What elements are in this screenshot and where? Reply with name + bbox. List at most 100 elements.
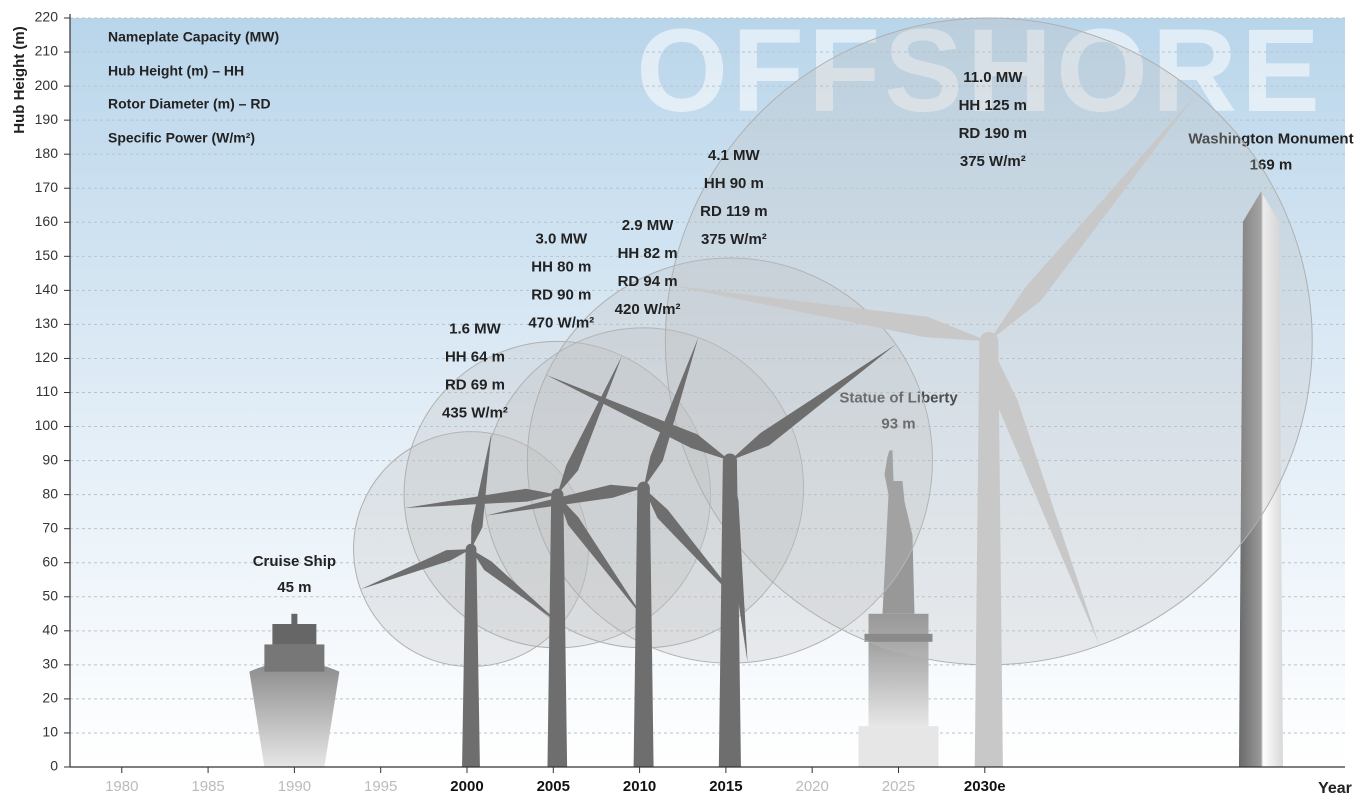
x-tick-label: 2005: [537, 778, 570, 795]
turbine-label: HH 125 m: [959, 97, 1027, 114]
turbine-label: 2.9 MW: [622, 217, 675, 234]
ship-deck: [272, 624, 317, 645]
blade: [470, 433, 492, 550]
y-tick-label: 120: [35, 349, 59, 365]
tower: [462, 549, 480, 767]
y-tick-label: 80: [42, 485, 58, 501]
y-tick-label: 210: [35, 43, 59, 59]
x-axis-title: Year: [1318, 780, 1352, 797]
y-tick-label: 50: [42, 587, 58, 603]
turbine-label: 470 W/m²: [528, 314, 594, 331]
turbine-label: 11.0 MW: [963, 69, 1023, 86]
pedestal: [868, 613, 929, 727]
landmark: [1238, 191, 1283, 767]
tower: [547, 494, 568, 767]
turbine-label: 4.1 MW: [708, 147, 761, 164]
x-tick-label: 2030e: [964, 778, 1006, 795]
y-tick-label: 190: [35, 111, 59, 127]
blade: [643, 487, 747, 611]
blade: [643, 337, 699, 488]
turbine-label: 1.6 MW: [449, 321, 502, 338]
turbine-label: RD 94 m: [618, 273, 678, 290]
y-tick-label: 60: [42, 553, 58, 569]
hub: [465, 543, 477, 555]
ship-deck: [264, 644, 325, 672]
watermark: OFFSHORE: [636, 5, 1324, 137]
landmark-height: 169 m: [1250, 157, 1293, 174]
blade: [360, 549, 471, 590]
x-tick-label: 2015: [709, 778, 742, 795]
pedestal: [858, 726, 939, 767]
landmark: [858, 450, 939, 767]
ship-mast: [291, 613, 298, 631]
tower: [633, 487, 654, 767]
blade: [486, 484, 644, 516]
y-tick-label: 110: [36, 383, 59, 399]
blade: [557, 355, 623, 495]
turbine-label: 375 W/m²: [701, 231, 767, 248]
landmark-name: Statue of Liberty: [839, 389, 958, 406]
y-tick-label: 220: [35, 9, 59, 25]
blade: [988, 93, 1197, 342]
blade: [723, 460, 748, 663]
y-tick-label: 200: [35, 77, 59, 93]
y-axis-title: Hub Height (m): [11, 26, 28, 133]
blade: [557, 494, 646, 621]
tower: [974, 341, 1003, 767]
y-tick-label: 90: [42, 451, 58, 467]
turbine-label: 420 W/m²: [615, 301, 681, 318]
y-tick-label: 160: [35, 213, 59, 229]
y-tick-label: 30: [42, 656, 58, 672]
x-tick-label: 1985: [191, 778, 224, 795]
blade: [670, 285, 989, 342]
landmark-height: 45 m: [277, 579, 311, 596]
legend-item: Nameplate Capacity (MW): [108, 29, 279, 45]
y-tick-label: 10: [42, 724, 58, 740]
turbine-label: RD 190 m: [959, 125, 1027, 142]
turbine-label: 3.0 MW: [535, 230, 588, 247]
hub: [722, 453, 737, 468]
x-tick-label: 2020: [796, 778, 829, 795]
blade: [404, 488, 558, 508]
y-tick-label: 100: [35, 417, 59, 433]
legend-item: Rotor Diameter (m) – RD: [108, 96, 271, 112]
y-tick-label: 170: [35, 179, 59, 195]
statue-figure: [882, 450, 915, 614]
x-tick-label: 1990: [278, 778, 311, 795]
ship-hull: [249, 661, 340, 767]
blade: [729, 344, 896, 461]
y-tick-label: 130: [35, 315, 59, 331]
blade: [546, 374, 730, 461]
landmark-name: Cruise Ship: [253, 553, 336, 570]
turbine-label: RD 69 m: [445, 377, 505, 394]
hub: [637, 481, 650, 495]
y-tick-label: 70: [42, 519, 58, 535]
landmark: [249, 613, 340, 767]
x-tick-label: 2010: [623, 778, 656, 795]
blade: [470, 549, 561, 625]
blade: [988, 341, 1100, 646]
turbine-label: HH 90 m: [704, 175, 764, 192]
x-tick-label: 1980: [105, 778, 138, 795]
x-tick-label: 2025: [882, 778, 915, 795]
x-tick-label: 2000: [450, 778, 483, 795]
turbine-label: RD 90 m: [531, 286, 591, 303]
hub: [979, 331, 999, 351]
y-tick-label: 150: [35, 247, 59, 263]
y-tick-label: 40: [42, 622, 58, 638]
turbine-label: HH 80 m: [531, 258, 591, 275]
y-tick-label: 0: [50, 758, 58, 774]
landmark-height: 93 m: [881, 415, 915, 432]
turbine-label: HH 82 m: [618, 245, 678, 262]
landmark-name: Washington Monument: [1188, 131, 1353, 148]
legend-item: Hub Height (m) – HH: [108, 63, 244, 79]
turbine-label: 435 W/m²: [442, 405, 508, 422]
x-tick-label: 1995: [364, 778, 397, 795]
y-tick-label: 180: [35, 145, 59, 161]
y-tick-label: 20: [42, 690, 58, 706]
y-tick-label: 140: [35, 281, 59, 297]
obelisk: [1238, 191, 1283, 767]
turbine-label: RD 119 m: [700, 203, 768, 220]
turbine-label: 375 W/m²: [960, 153, 1026, 170]
